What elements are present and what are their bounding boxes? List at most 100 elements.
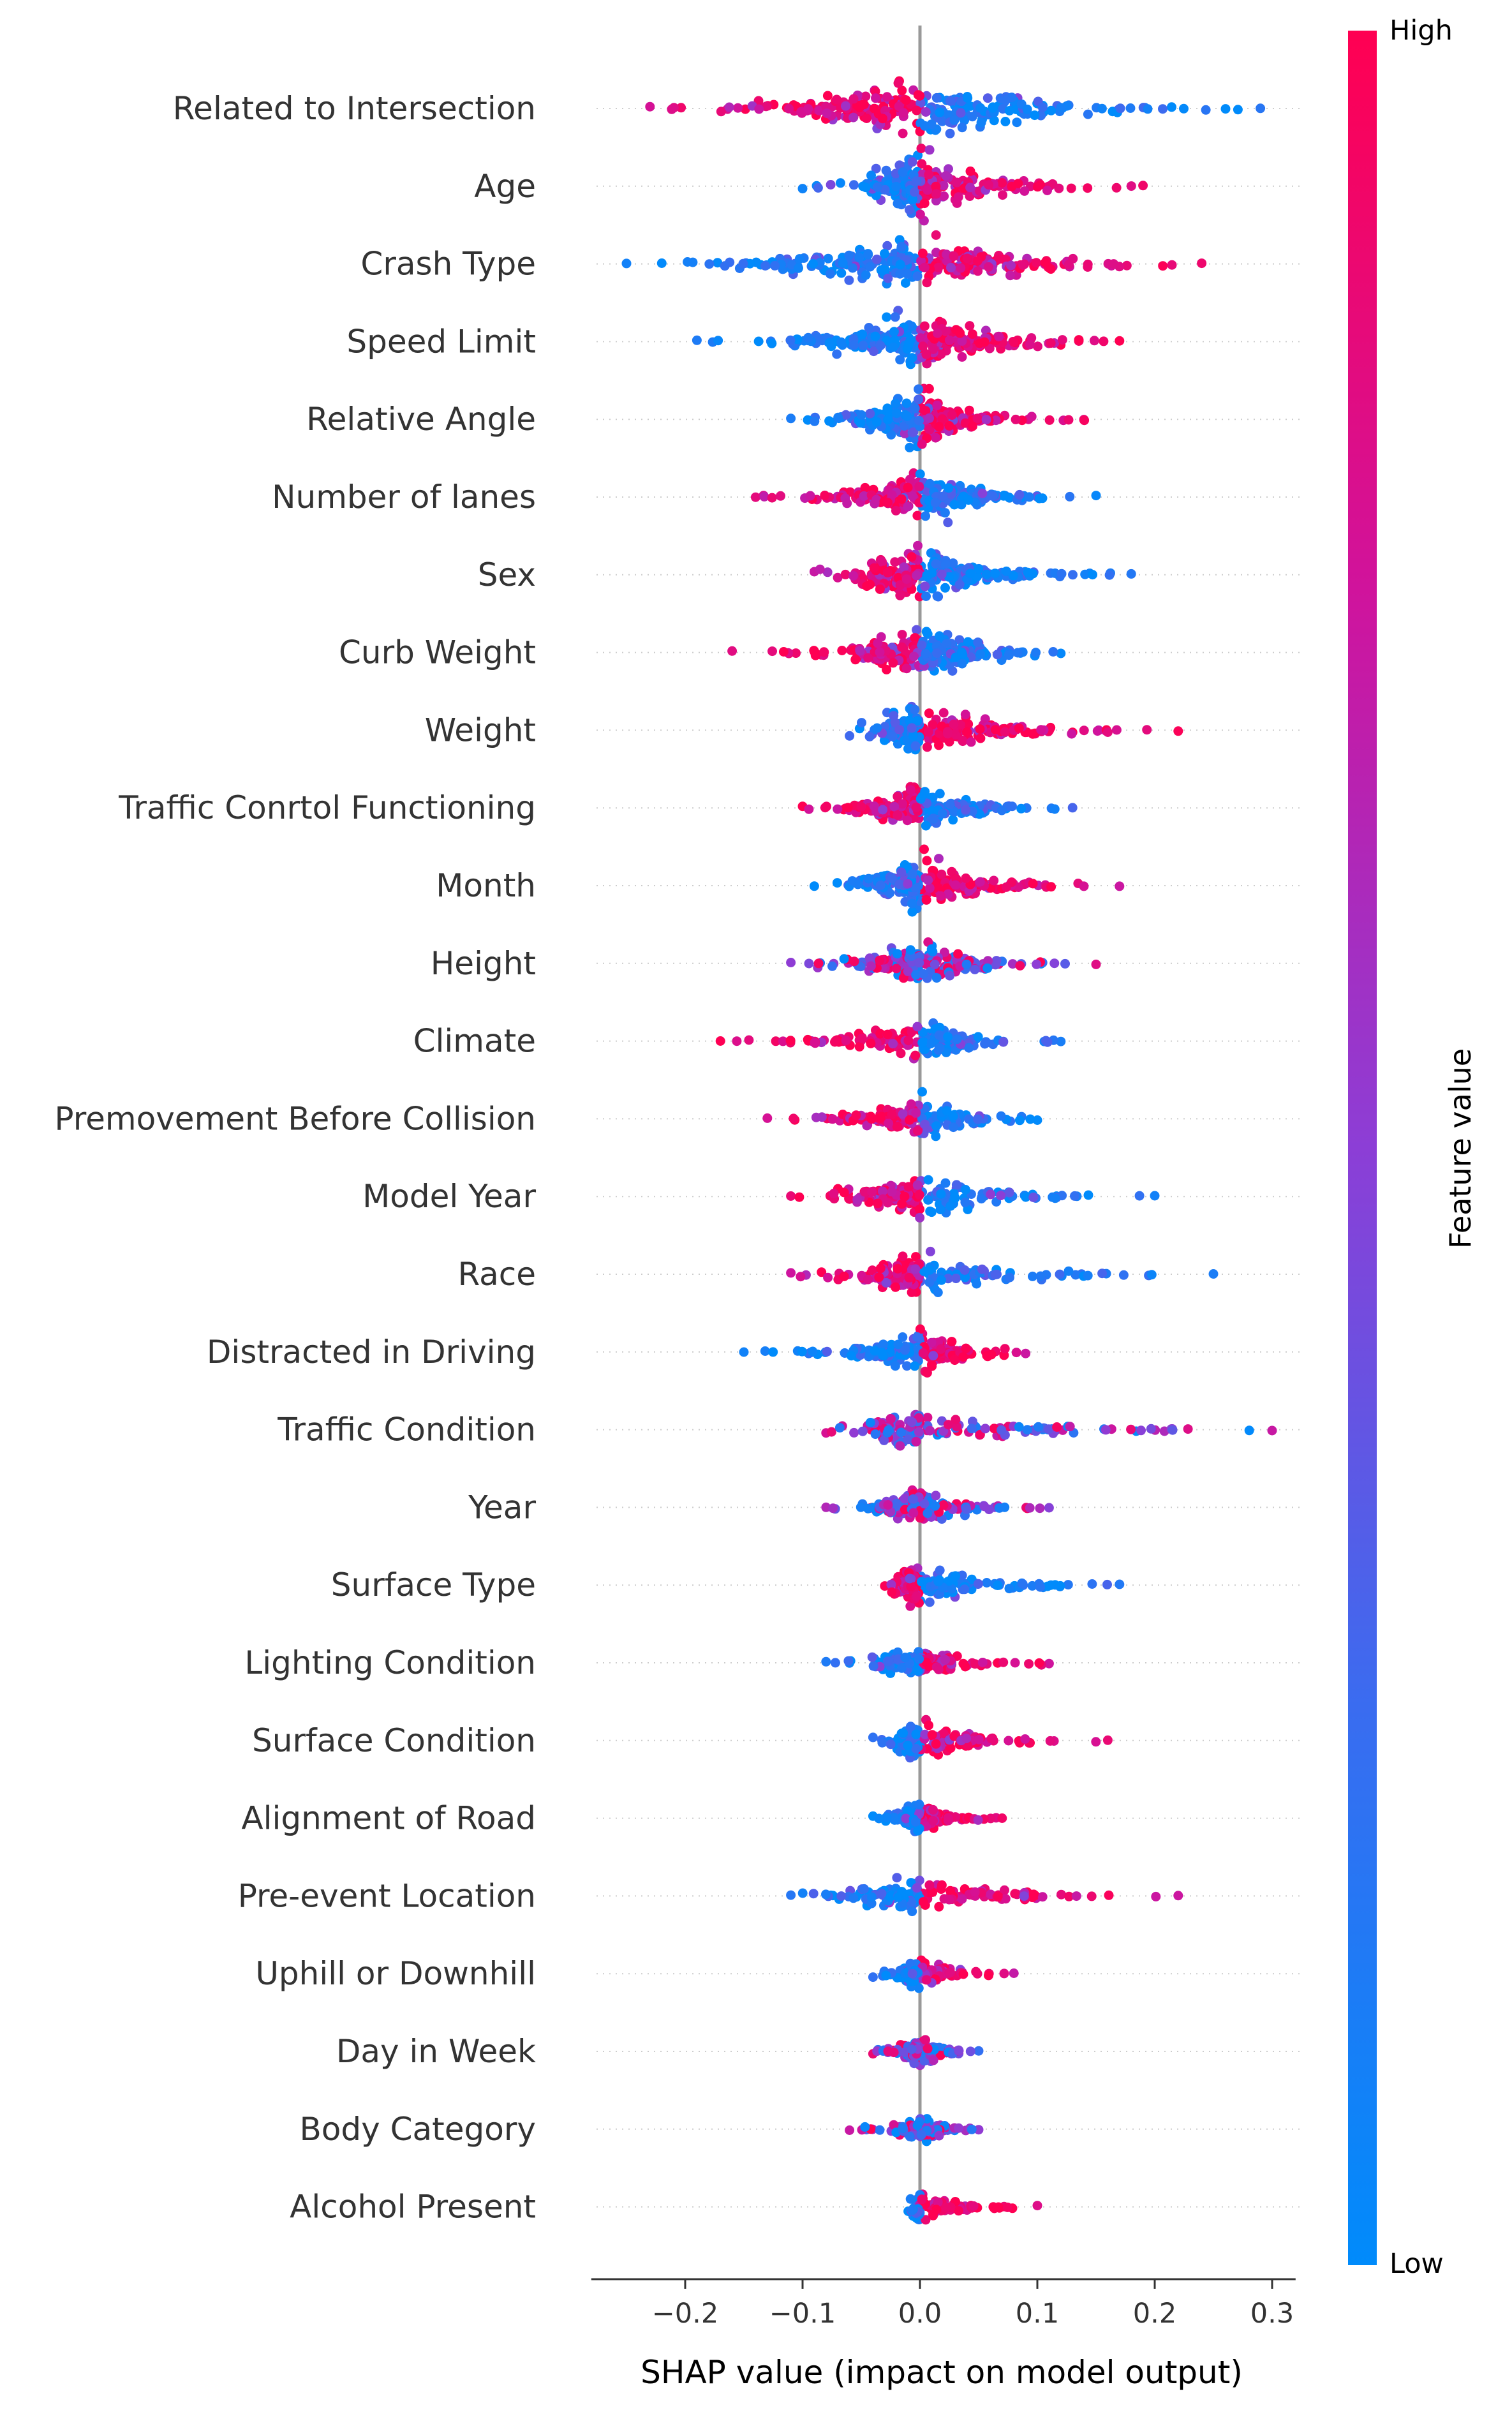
- shap-point: [937, 869, 947, 879]
- shap-point: [961, 1185, 970, 1194]
- shap-point: [912, 271, 923, 281]
- shap-point: [934, 854, 944, 864]
- shap-point: [924, 1597, 935, 1607]
- shap-point: [999, 1968, 1009, 1979]
- shap-point: [870, 331, 880, 341]
- shap-point: [1183, 1424, 1193, 1434]
- shap-point: [944, 421, 954, 431]
- shap-point: [901, 95, 911, 105]
- shap-point: [928, 814, 938, 824]
- shap-point: [869, 103, 879, 114]
- shap-point: [1136, 1425, 1146, 1436]
- shap-point: [863, 1274, 873, 1284]
- shap-point: [921, 511, 931, 521]
- shap-point: [914, 1189, 924, 1200]
- shap-point: [1031, 648, 1041, 658]
- shap-point: [937, 808, 947, 819]
- shap-point: [656, 258, 667, 268]
- shap-point: [944, 736, 954, 747]
- shap-point: [931, 93, 942, 103]
- shap-point: [1049, 958, 1060, 969]
- shap-point: [745, 258, 755, 269]
- shap-point: [934, 740, 944, 750]
- shap-point: [972, 256, 982, 266]
- shap-point: [921, 821, 931, 831]
- shap-point: [1025, 339, 1035, 350]
- shap-point: [934, 422, 944, 432]
- shap-point: [1083, 259, 1093, 269]
- shap-point: [1087, 1579, 1097, 1589]
- shap-point: [1197, 258, 1207, 269]
- shap-point: [957, 1894, 967, 1904]
- shap-point: [864, 732, 875, 741]
- shap-point: [713, 258, 723, 268]
- shap-point: [942, 1106, 952, 1116]
- shap-point: [961, 1734, 972, 1743]
- shap-point: [1146, 1424, 1156, 1434]
- shap-point: [1115, 336, 1125, 346]
- shap-point: [849, 1427, 859, 1438]
- shap-point: [895, 590, 905, 600]
- shap-point: [935, 789, 945, 799]
- shap-point: [976, 117, 986, 128]
- shap-point: [1115, 1579, 1125, 1589]
- shap-point: [973, 1032, 983, 1042]
- shap-point: [944, 483, 954, 493]
- shap-point: [911, 802, 921, 812]
- shap-point: [762, 1113, 773, 1123]
- shap-point: [974, 564, 984, 574]
- shap-point: [882, 403, 893, 413]
- shap-point: [940, 560, 951, 570]
- shap-point: [938, 708, 949, 718]
- shap-point: [970, 964, 980, 974]
- shap-point: [947, 410, 957, 420]
- shap-point: [1019, 186, 1030, 196]
- shap-point: [1025, 1114, 1035, 1124]
- shap-point: [991, 415, 1001, 426]
- shap-point: [839, 954, 849, 964]
- shap-point: [892, 949, 902, 959]
- shap-point: [925, 1425, 935, 1436]
- shap-point: [1091, 1737, 1101, 1747]
- shap-point: [901, 398, 912, 408]
- shap-point: [963, 495, 974, 505]
- shap-point: [889, 327, 899, 337]
- shap-point: [880, 249, 889, 258]
- shap-point: [797, 1346, 807, 1357]
- shap-point: [1179, 103, 1189, 114]
- shap-point: [882, 1656, 893, 1667]
- shap-point: [907, 491, 917, 501]
- shap-point: [972, 1279, 982, 1289]
- shap-point: [894, 879, 905, 889]
- shap-point: [861, 182, 871, 193]
- shap-point: [903, 1182, 914, 1192]
- shap-point: [990, 725, 1000, 735]
- shap-point: [803, 104, 813, 114]
- shap-point: [910, 633, 920, 643]
- shap-point: [1055, 1269, 1065, 1279]
- shap-point: [739, 1347, 749, 1357]
- shap-point: [824, 416, 834, 426]
- shap-point: [778, 647, 789, 657]
- shap-point: [841, 1036, 851, 1046]
- shap-point: [1104, 1890, 1114, 1900]
- shap-point: [897, 1887, 907, 1897]
- shap-point: [889, 801, 900, 812]
- shap-point: [1167, 102, 1176, 112]
- shap-point: [998, 491, 1009, 501]
- shap-point: [931, 973, 942, 983]
- shap-point: [875, 881, 886, 890]
- shap-point: [1004, 1584, 1014, 1594]
- shap-point: [875, 1263, 886, 1274]
- shap-point: [903, 879, 913, 889]
- shap-point: [891, 505, 901, 516]
- shap-point: [1027, 412, 1037, 422]
- shap-point: [907, 353, 917, 363]
- shap-point: [887, 1187, 897, 1197]
- shap-point: [891, 398, 901, 408]
- shap-point: [921, 591, 931, 601]
- shap-point: [1104, 570, 1115, 580]
- shap-point: [1138, 181, 1148, 191]
- shap-point: [901, 574, 912, 584]
- shap-point: [794, 263, 803, 273]
